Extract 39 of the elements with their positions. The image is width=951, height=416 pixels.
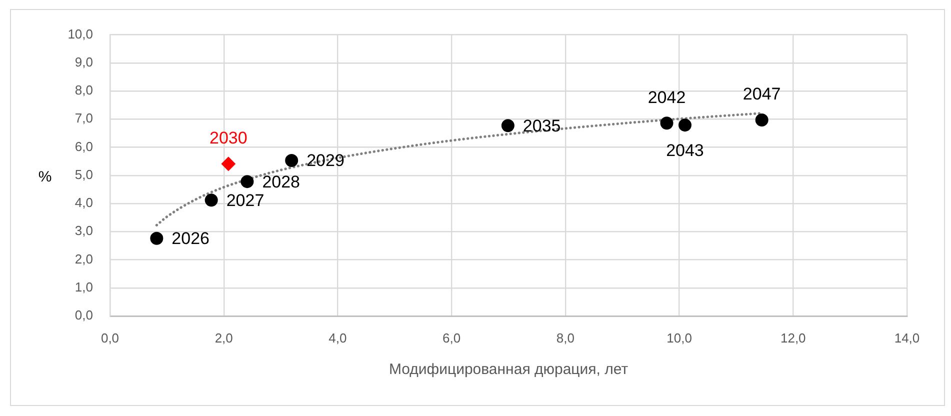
point	[678, 118, 692, 132]
point	[755, 114, 768, 127]
point	[660, 116, 674, 130]
annotation: 2027	[226, 190, 264, 210]
annotation: 2030	[209, 128, 248, 148]
annotation: 2047	[742, 84, 781, 104]
annotation: 2026	[172, 229, 210, 248]
x-tick-label: 12,0	[780, 330, 806, 346]
y-tick-label: 9,0	[74, 54, 93, 70]
y-tick-label: 2,0	[74, 251, 93, 266]
point	[240, 175, 254, 188]
annotation: 2042	[648, 88, 686, 107]
annotation: 2029	[306, 151, 344, 170]
x-axis-title: Модифицированная дюрация, лет	[388, 361, 628, 378]
point	[501, 119, 514, 132]
y-tick-label: 5,0	[74, 166, 93, 182]
y-tick-label: 6,0	[74, 138, 93, 154]
y-tick-label: 10,0	[68, 26, 93, 42]
y-tick-label: 3,0	[74, 223, 93, 238]
x-tick-label: 2,0	[214, 330, 233, 346]
y-tick-label: 4,0	[74, 195, 93, 210]
annotation: 2035	[522, 116, 561, 136]
x-tick-label: 10,0	[666, 330, 692, 346]
y-tick-label: 8,0	[74, 82, 93, 98]
point	[285, 154, 298, 167]
point	[221, 156, 236, 171]
point	[204, 194, 218, 207]
y-tick-label: 7,0	[74, 110, 93, 126]
x-tick-label: 6,0	[442, 330, 461, 346]
annotation: 2043	[666, 140, 704, 160]
x-tick-label: 8,0	[556, 330, 574, 346]
annotation: 2028	[262, 172, 300, 192]
y-tick-label: 0,0	[74, 308, 93, 323]
y-axis-title: %	[38, 168, 52, 186]
x-tick-label: 0,0	[100, 330, 120, 346]
x-tick-label: 4,0	[328, 330, 347, 346]
x-tick-label: 14,0	[894, 330, 920, 346]
point	[150, 232, 164, 245]
y-tick-label: 1,0	[74, 279, 93, 294]
